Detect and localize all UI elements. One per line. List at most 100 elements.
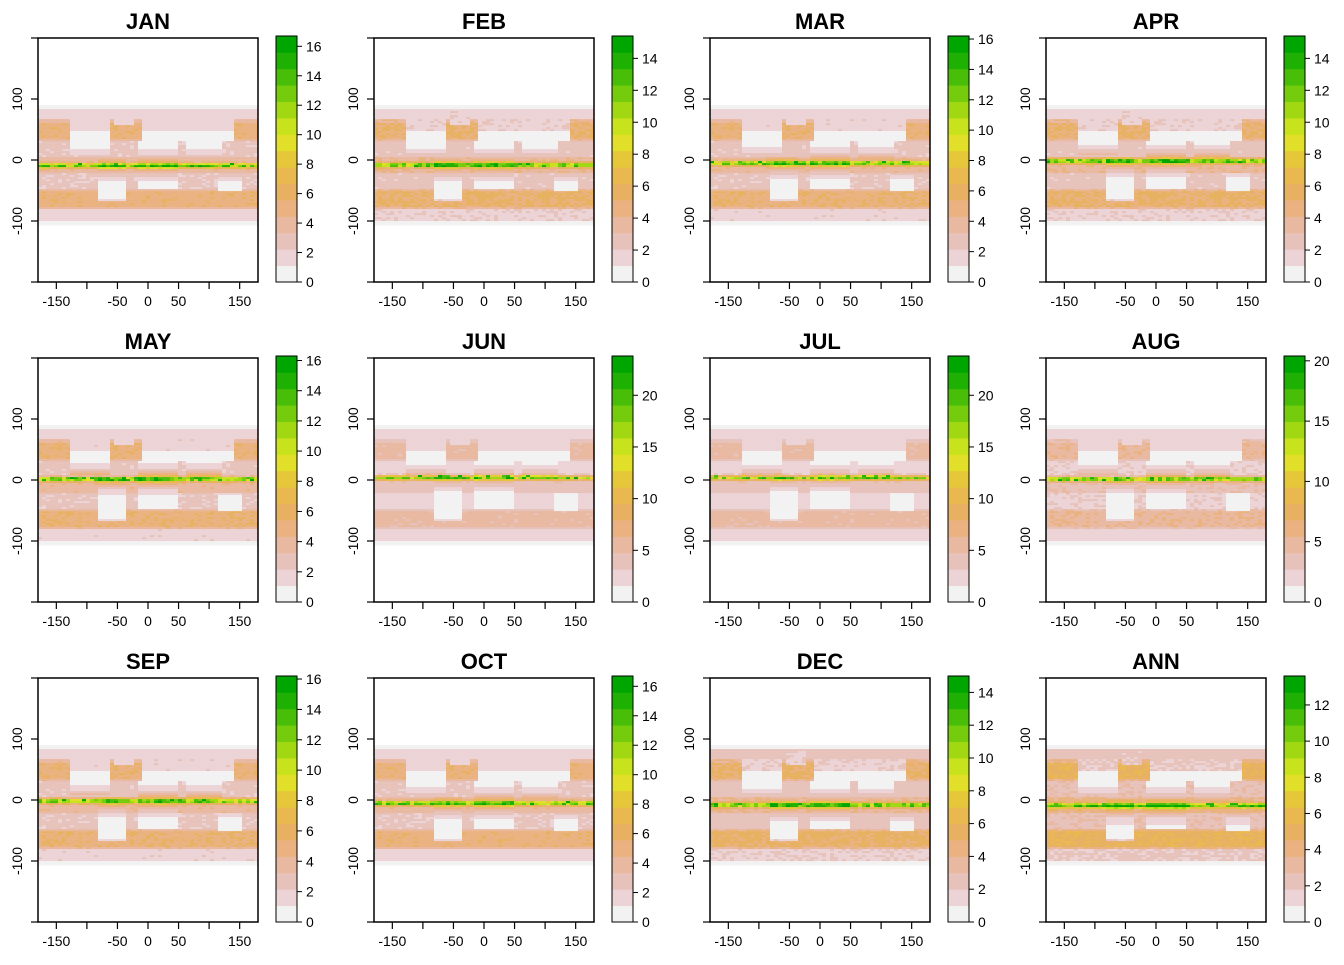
raster-cell <box>230 221 234 223</box>
raster-cell <box>126 207 130 209</box>
raster-cell <box>466 139 470 141</box>
raster-cell <box>442 127 446 129</box>
raster-cell <box>202 121 206 123</box>
raster-cell <box>430 113 434 115</box>
raster-cell <box>526 161 530 163</box>
raster-cell <box>394 135 398 137</box>
raster-cell <box>106 157 110 159</box>
raster-cell <box>506 121 510 123</box>
raster-cell <box>182 207 186 209</box>
raster-cell <box>586 123 590 125</box>
raster-cell <box>198 107 202 109</box>
raster-cell <box>126 121 130 123</box>
raster-cell <box>58 143 62 145</box>
raster-cell <box>70 141 74 143</box>
raster-cell <box>234 105 238 107</box>
raster-cell <box>74 131 78 133</box>
raster-cell <box>482 163 486 165</box>
raster-cell <box>242 137 246 139</box>
raster-cell <box>554 111 558 113</box>
raster-cell <box>166 155 170 157</box>
raster-cell <box>150 189 154 191</box>
raster-cell <box>150 129 154 131</box>
raster-cell <box>58 221 62 223</box>
raster-cell <box>126 193 130 195</box>
raster-cell <box>246 133 250 135</box>
raster-cell <box>230 127 234 129</box>
raster-cell <box>58 129 62 131</box>
raster-cell <box>562 129 566 131</box>
raster-cell <box>106 177 110 179</box>
raster-cell <box>86 181 90 183</box>
raster-cell <box>538 139 542 141</box>
raster-cell <box>250 181 254 183</box>
raster-cell <box>550 137 554 139</box>
raster-cell <box>122 221 126 223</box>
raster-cell <box>218 155 222 157</box>
raster-cell <box>250 193 254 195</box>
raster-cell <box>114 189 118 191</box>
raster-cell <box>498 119 502 121</box>
raster-cell <box>510 109 514 111</box>
raster-cell <box>54 175 58 177</box>
raster-cell <box>134 145 138 147</box>
raster-cell <box>422 123 426 125</box>
raster-cell <box>522 145 526 147</box>
raster-cell <box>422 163 426 165</box>
raster-cell <box>178 113 182 115</box>
raster-cell <box>46 151 50 153</box>
raster-cell <box>118 131 122 133</box>
raster-cell <box>154 127 158 129</box>
raster-cell <box>130 105 134 107</box>
raster-cell <box>234 147 238 149</box>
raster-cell <box>206 111 210 113</box>
raster-cell <box>250 175 254 177</box>
raster-cell <box>54 183 58 185</box>
raster-cell <box>106 167 110 169</box>
raster-cell <box>210 181 214 183</box>
raster-cell <box>134 217 138 219</box>
raster-cell <box>438 109 442 111</box>
raster-cell <box>518 105 522 107</box>
raster-cell <box>102 183 106 185</box>
raster-cell <box>122 223 126 225</box>
raster-cell <box>42 167 46 169</box>
raster-cell <box>450 113 454 115</box>
raster-cell <box>574 119 578 121</box>
raster-cell <box>538 121 542 123</box>
raster-cell <box>122 139 126 141</box>
raster-cell <box>538 153 542 155</box>
raster-cell <box>222 153 226 155</box>
raster-cell <box>202 141 206 143</box>
raster-cell <box>150 171 154 173</box>
raster-cell <box>94 223 98 225</box>
raster-cell <box>534 161 538 163</box>
raster-cell <box>566 155 570 157</box>
raster-cell <box>158 183 162 185</box>
raster-cell <box>230 167 234 169</box>
raster-cell <box>406 159 410 161</box>
raster-cell <box>150 151 154 153</box>
raster-cell <box>142 191 146 193</box>
raster-cell <box>222 111 226 113</box>
raster-cell <box>570 121 574 123</box>
raster-cell <box>578 107 582 109</box>
raster-cell <box>566 157 570 159</box>
raster-cell <box>510 129 514 131</box>
raster-cell <box>134 135 138 137</box>
raster-cell <box>66 157 70 159</box>
raster-cell <box>62 183 66 185</box>
raster-cell <box>438 133 442 135</box>
raster-cell <box>122 105 126 107</box>
raster-cell <box>390 111 394 113</box>
raster-cell <box>470 137 474 139</box>
raster-cell <box>226 209 230 211</box>
raster-cell <box>526 121 530 123</box>
raster-cell <box>554 161 558 163</box>
raster-cell <box>238 143 242 145</box>
raster-cell <box>78 185 82 187</box>
raster-cell <box>94 107 98 109</box>
raster-cell <box>214 161 218 163</box>
raster-cell <box>182 215 186 217</box>
raster-cell <box>78 141 82 143</box>
